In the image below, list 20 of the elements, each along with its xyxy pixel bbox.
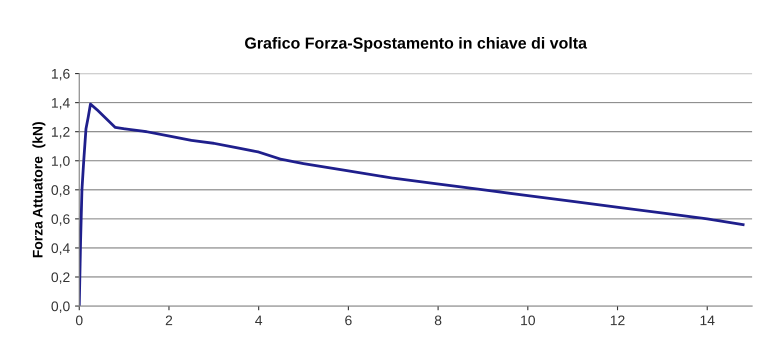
x-tick-label: 12	[610, 315, 625, 326]
x-tick-label: 10	[521, 315, 535, 326]
x-tick-label: 8	[434, 315, 442, 326]
line-series	[79, 102, 745, 306]
x-tick-label: 4	[255, 316, 262, 326]
x-tick-label: 0	[76, 315, 83, 326]
y-tick-label: 0,0	[51, 301, 70, 313]
y-tick-label: 1,4	[52, 98, 70, 110]
x-tick-label: 6	[345, 315, 352, 326]
y-axis-title: Forza Attuatore (kN)	[32, 122, 46, 258]
x-tick-label: 2	[166, 315, 172, 326]
y-tick-label: 1,2	[52, 127, 70, 138]
chart-title: Grafico Forza-Spostamento in chiave di volta	[245, 36, 588, 52]
y-tick-label: 1,0	[52, 156, 70, 168]
y-tick-label: 0,4	[51, 243, 70, 255]
y-tick-label: 1,6	[52, 68, 70, 80]
y-tick-label: 0,2	[51, 272, 70, 284]
y-tick-label: 0,6	[51, 214, 70, 226]
x-tick-label: 14	[700, 316, 715, 326]
y-tick-label: 0,8	[51, 185, 70, 197]
